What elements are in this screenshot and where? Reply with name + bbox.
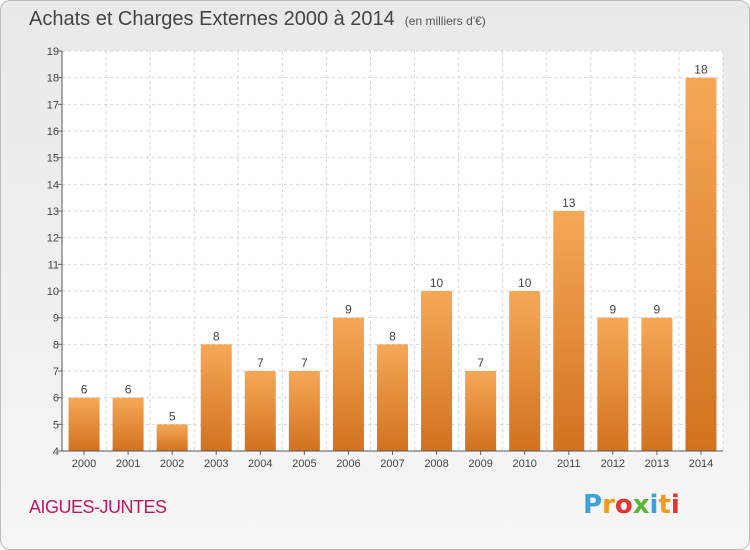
logo-letter: P	[583, 490, 603, 520]
bar-value-label: 18	[694, 63, 708, 77]
y-tick-label: 12	[47, 233, 59, 245]
commune-name: AIGUES-JUNTES	[29, 497, 167, 517]
bar-value-label: 10	[518, 276, 532, 290]
bar-value-label: 9	[345, 303, 352, 317]
x-tick-label: 2004	[248, 458, 272, 470]
x-tick-label: 2006	[336, 458, 360, 470]
y-tick-label: 8	[53, 339, 59, 351]
bar	[68, 397, 100, 451]
x-tick-label: 2000	[72, 458, 96, 470]
bar	[641, 317, 673, 451]
y-tick-label: 5	[53, 419, 59, 431]
y-tick-label: 4	[53, 446, 59, 458]
bar-value-label: 5	[169, 409, 176, 423]
bar	[377, 344, 408, 451]
bar-value-label: 8	[389, 329, 396, 343]
bar	[509, 291, 541, 451]
x-tick-label: 2002	[160, 458, 184, 470]
x-tick-label: 2010	[512, 458, 536, 470]
bar-value-label: 13	[562, 196, 576, 210]
x-tick-label: 2008	[424, 458, 448, 470]
bar-value-label: 9	[609, 303, 616, 317]
y-tick-label: 14	[47, 179, 59, 191]
logo-letter: i	[649, 490, 659, 520]
proxiti-logo[interactable]: Proxiti	[583, 490, 680, 520]
bar-value-label: 10	[430, 276, 444, 290]
bar-value-label: 6	[125, 383, 132, 397]
y-tick-label: 19	[47, 46, 59, 58]
bar	[156, 424, 188, 451]
x-tick-label: 2005	[292, 458, 316, 470]
bar	[244, 371, 276, 451]
x-tick-label: 2013	[645, 458, 669, 470]
y-tick-label: 13	[47, 206, 59, 218]
x-tick-label: 2011	[557, 458, 581, 470]
bar-value-label: 7	[301, 356, 308, 370]
bar	[288, 371, 320, 451]
x-tick-label: 2014	[689, 458, 713, 470]
logo-letter: o	[614, 490, 633, 520]
y-tick-label: 7	[53, 366, 59, 378]
bar-value-label: 9	[654, 303, 661, 317]
chart-title: Achats et Charges Externes 2000 à 2014 (e…	[29, 8, 486, 31]
y-tick-label: 11	[48, 259, 59, 271]
bar-value-label: 7	[477, 356, 484, 370]
bar	[597, 317, 629, 451]
y-tick-label: 10	[47, 286, 59, 298]
logo-letter: x	[632, 490, 650, 520]
bar-value-label: 6	[81, 383, 88, 397]
bar-value-label: 7	[257, 356, 264, 370]
bar-value-label: 8	[213, 329, 220, 343]
y-tick-label: 15	[47, 153, 59, 165]
chart-units: (en milliers d'€)	[404, 14, 486, 28]
y-tick-label: 9	[53, 313, 59, 325]
logo-letter: i	[670, 490, 680, 520]
x-tick-label: 2012	[601, 458, 625, 470]
bar	[200, 344, 232, 451]
y-tick-label: 18	[47, 73, 59, 85]
x-tick-label: 2001	[116, 458, 140, 470]
chart-title-text: Achats et Charges Externes 2000 à 2014	[29, 8, 395, 30]
bar	[332, 317, 364, 451]
bar	[553, 211, 585, 451]
x-tick-label: 2007	[380, 458, 404, 470]
y-tick-label: 16	[47, 126, 59, 138]
bar	[112, 397, 144, 451]
x-tick-label: 2009	[468, 458, 492, 470]
bar	[685, 77, 717, 452]
y-tick-label: 17	[47, 99, 59, 111]
x-tick-label: 2003	[204, 458, 228, 470]
logo-letter: t	[658, 490, 671, 520]
bar	[421, 291, 453, 451]
logo-letter: r	[602, 490, 615, 520]
plot-area: 4 5 6 7 8 9 10 11 12 13 14 15 16 17 18 19 6 2000 6 2001 5 200…	[47, 46, 724, 470]
bar	[465, 371, 497, 451]
y-tick-label: 6	[53, 393, 59, 405]
